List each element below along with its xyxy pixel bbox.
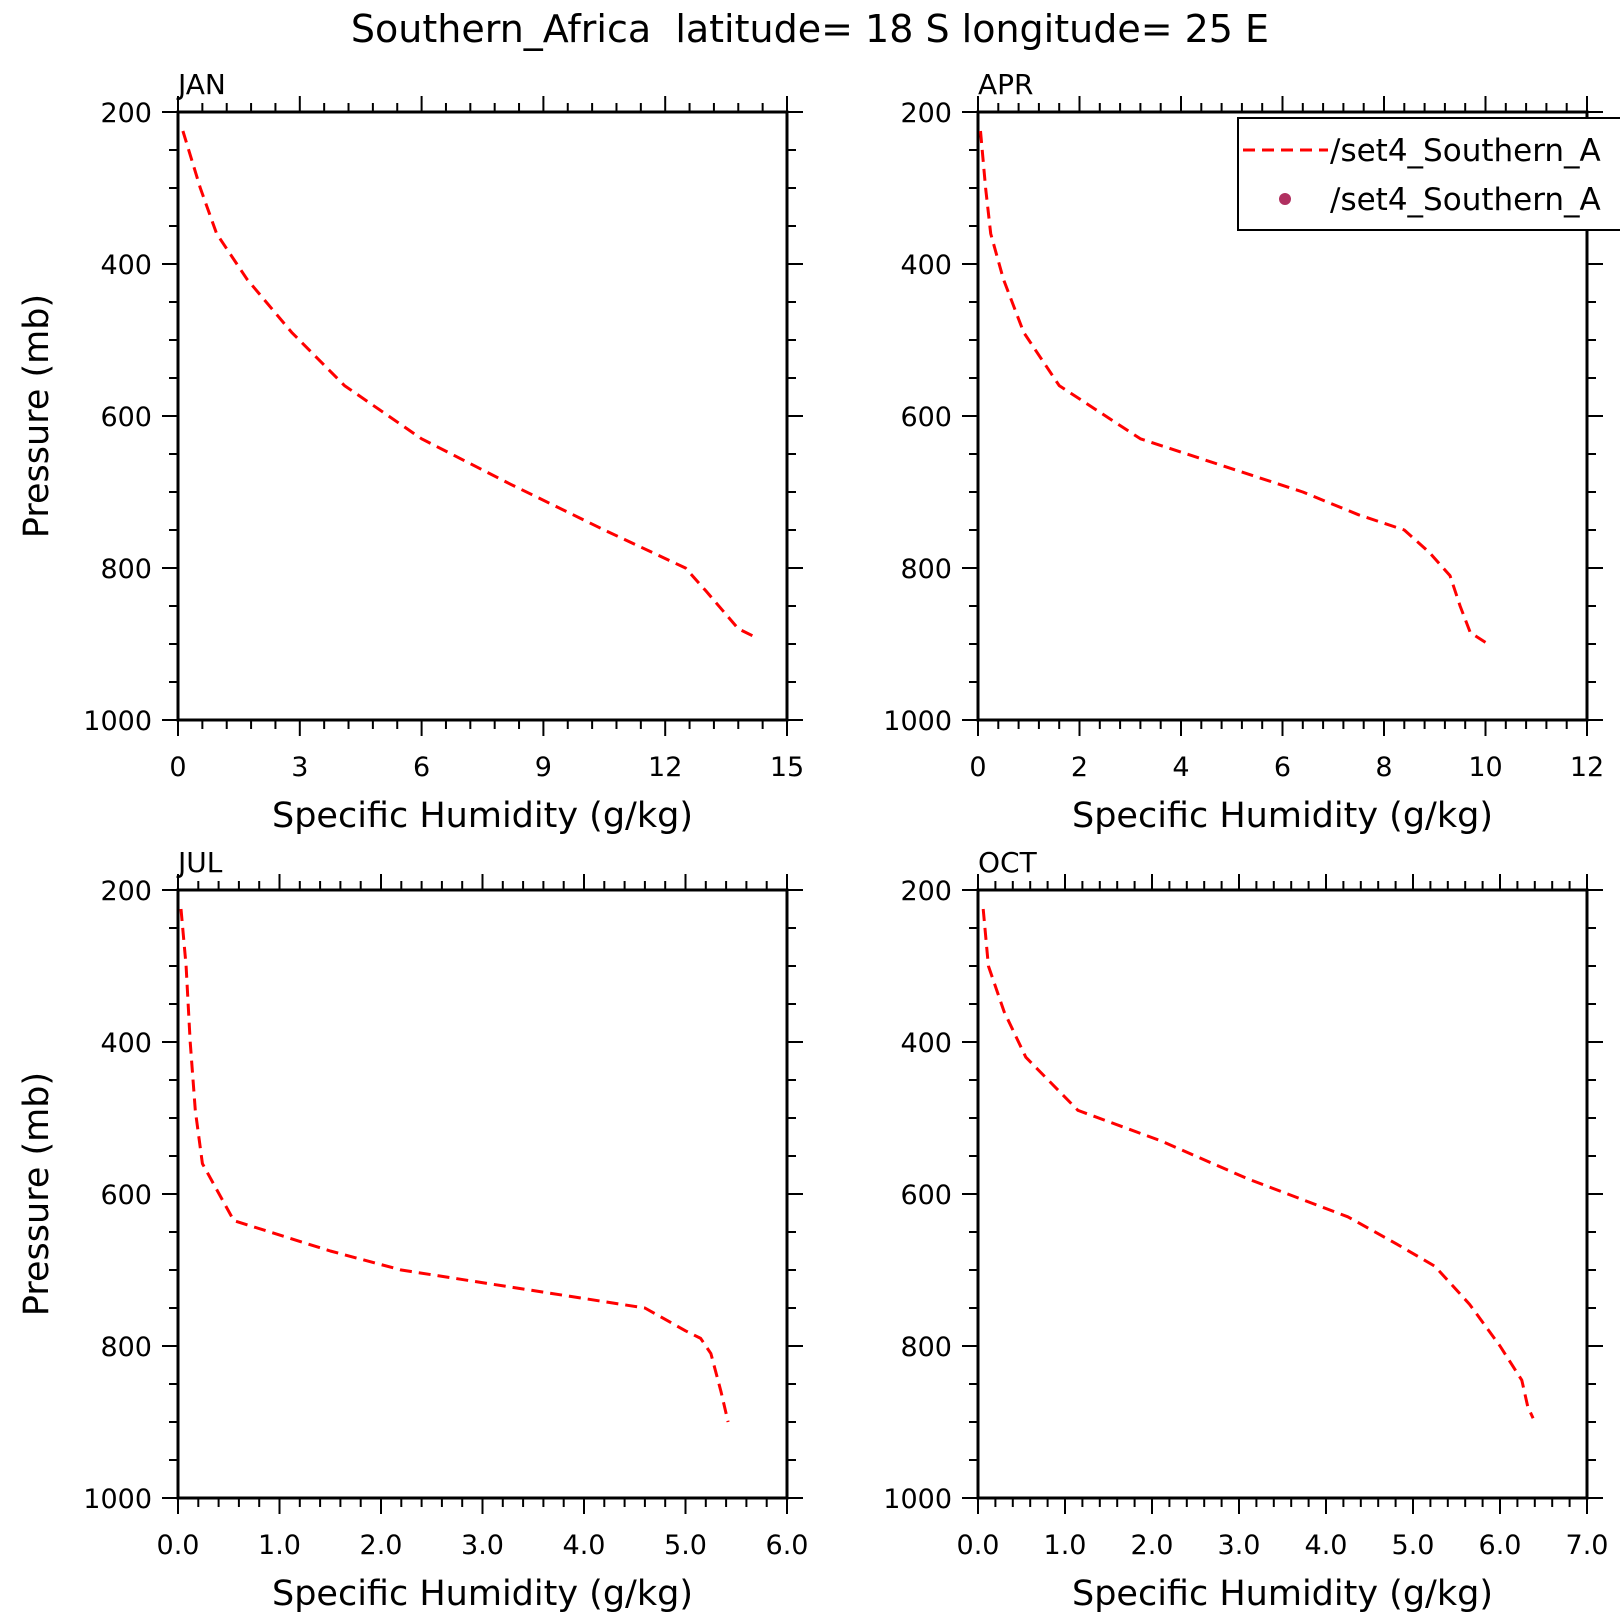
panel-label: JUL xyxy=(176,846,223,879)
x-tick-label: 5.0 xyxy=(664,1530,707,1561)
x-tick-label: 3.0 xyxy=(461,1530,504,1561)
y-tick-label: 1000 xyxy=(883,1484,952,1515)
panels: 200 400 600 800 1000 0 3 6 9 12 15 Specific Humidit… xyxy=(17,68,1608,1614)
x-tick-label: 6.0 xyxy=(766,1530,809,1561)
x-tick-label: 2.0 xyxy=(1131,1530,1174,1561)
x-tick-label: 12 xyxy=(648,752,682,783)
x-tick-label: 8 xyxy=(1375,752,1392,783)
y-axis-label: Pressure (mb) xyxy=(17,294,57,538)
series-line xyxy=(981,908,1535,1419)
plot-frame xyxy=(176,110,789,722)
figure-title: Southern_Africa latitude= 18 S longitude… xyxy=(351,7,1269,51)
x-tick-label: 6.0 xyxy=(1479,1530,1522,1561)
y-tick-label: 400 xyxy=(900,250,952,281)
y-tick-label: 600 xyxy=(900,1180,952,1211)
y-tick-label: 200 xyxy=(100,876,152,907)
y-tick-label: 800 xyxy=(900,554,952,585)
legend-dot-swatch xyxy=(1279,193,1291,205)
y-tick-label: 600 xyxy=(900,402,952,433)
x-tick-label: 12 xyxy=(1570,752,1604,783)
x-tick-label: 7.0 xyxy=(1566,1530,1609,1561)
x-tick-label: 3 xyxy=(291,752,308,783)
series-line xyxy=(181,130,760,641)
y-tick-label: 1000 xyxy=(883,706,952,737)
panel-apr: 200 400 600 800 1000 0 2 4 6 8 10 12 Specific Humidi… xyxy=(883,68,1604,836)
x-tick-label: 1.0 xyxy=(258,1530,301,1561)
y-tick-label: 600 xyxy=(100,402,152,433)
plot-frame xyxy=(176,888,789,1500)
panel-label: APR xyxy=(978,68,1034,101)
x-tick-label: 4 xyxy=(1172,752,1189,783)
x-tick-label: 15 xyxy=(770,752,804,783)
x-tick-label: 6 xyxy=(1274,752,1291,783)
x-tick-label: 0.0 xyxy=(957,1530,1000,1561)
legend-entry-model: /set4_Southern_A xyxy=(1330,133,1601,169)
y-axis-label: Pressure (mb) xyxy=(17,1072,57,1316)
x-tick-label: 2.0 xyxy=(360,1530,403,1561)
y-tick-label: 600 xyxy=(100,1180,152,1211)
y-tick-label: 800 xyxy=(100,554,152,585)
y-tick-label: 200 xyxy=(900,876,952,907)
x-tick-label: 1.0 xyxy=(1044,1530,1087,1561)
x-axis-label: Specific Humidity (g/kg) xyxy=(272,796,693,836)
panel-label: OCT xyxy=(978,846,1038,879)
legend-box xyxy=(1237,117,1620,231)
x-axis-label: Specific Humidity (g/kg) xyxy=(272,1574,693,1614)
series-line xyxy=(979,130,1489,646)
y-tick-label: 200 xyxy=(100,98,152,129)
panel-jan: 200 400 600 800 1000 0 3 6 9 12 15 Specific Humidit… xyxy=(17,68,804,836)
panel-label: JAN xyxy=(176,68,226,101)
x-tick-label: 4.0 xyxy=(1305,1530,1348,1561)
y-tick-label: 800 xyxy=(100,1332,152,1363)
y-tick-label: 200 xyxy=(900,98,952,129)
series-line xyxy=(179,908,730,1423)
x-tick-label: 4.0 xyxy=(563,1530,606,1561)
x-tick-label: 9 xyxy=(535,752,552,783)
y-tick-label: 400 xyxy=(900,1028,952,1059)
x-tick-label: 6 xyxy=(413,752,430,783)
x-tick-label: 10 xyxy=(1468,752,1502,783)
x-tick-label: 0 xyxy=(969,752,986,783)
x-tick-label: 0.0 xyxy=(157,1530,200,1561)
y-tick-label: 400 xyxy=(100,250,152,281)
y-tick-label: 400 xyxy=(100,1028,152,1059)
x-axis-label: Specific Humidity (g/kg) xyxy=(1072,1574,1493,1614)
y-tick-label: 1000 xyxy=(83,706,152,737)
y-tick-label: 1000 xyxy=(83,1484,152,1515)
x-tick-label: 5.0 xyxy=(1392,1530,1435,1561)
y-tick-label: 800 xyxy=(900,1332,952,1363)
legend-entry-obs: /set4_Southern_A xyxy=(1330,182,1601,218)
x-tick-label: 3.0 xyxy=(1218,1530,1261,1561)
x-tick-label: 2 xyxy=(1071,752,1088,783)
plot-frame xyxy=(976,888,1589,1500)
legend: /set4_Southern_A/set4_Southern_A xyxy=(1237,117,1620,231)
x-axis-label: Specific Humidity (g/kg) xyxy=(1072,796,1493,836)
x-tick-label: 0 xyxy=(169,752,186,783)
